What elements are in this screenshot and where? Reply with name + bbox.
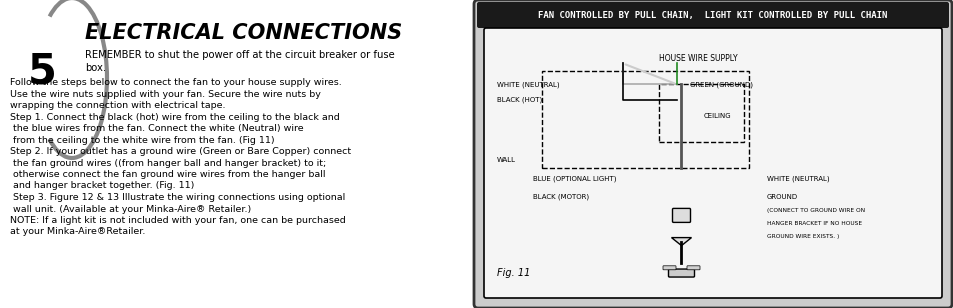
- Text: ELECTRICAL CONNECTIONS: ELECTRICAL CONNECTIONS: [85, 23, 402, 43]
- Text: BLACK (HOT): BLACK (HOT): [497, 97, 541, 103]
- Text: REMEMBER to shut the power off at the circuit breaker or fuse: REMEMBER to shut the power off at the ci…: [85, 50, 395, 60]
- Text: GREEN (GROUND): GREEN (GROUND): [690, 81, 753, 88]
- Text: Use the wire nuts supplied with your fan. Secure the wire nuts by: Use the wire nuts supplied with your fan…: [10, 90, 320, 99]
- Text: and hanger bracket together. (Fig. 11): and hanger bracket together. (Fig. 11): [10, 181, 194, 191]
- Bar: [659, 84, 743, 142]
- FancyBboxPatch shape: [483, 28, 941, 298]
- Text: Fig. 11: Fig. 11: [497, 268, 530, 278]
- FancyBboxPatch shape: [476, 2, 948, 28]
- Text: 5: 5: [28, 50, 57, 92]
- Text: GROUND: GROUND: [766, 194, 798, 200]
- Text: HOUSE WIRE SUPPLY: HOUSE WIRE SUPPLY: [659, 55, 737, 63]
- Text: NOTE: If a light kit is not included with your fan, one can be purchased: NOTE: If a light kit is not included wit…: [10, 216, 345, 225]
- Text: at your Minka-Aire®Retailer.: at your Minka-Aire®Retailer.: [10, 228, 145, 237]
- Text: BLACK (MOTOR): BLACK (MOTOR): [533, 194, 589, 200]
- Text: WHITE (NEUTRAL): WHITE (NEUTRAL): [766, 176, 829, 182]
- Text: (CONNECT TO GROUND WIRE ON: (CONNECT TO GROUND WIRE ON: [766, 208, 864, 213]
- Text: Follow the steps below to connect the fan to your house supply wires.: Follow the steps below to connect the fa…: [10, 78, 341, 87]
- Text: Step 3. Figure 12 & 13 Illustrate the wiring connections using optional: Step 3. Figure 12 & 13 Illustrate the wi…: [10, 193, 345, 202]
- FancyBboxPatch shape: [672, 209, 690, 222]
- Text: the blue wires from the fan. Connect the white (Neutral) wire: the blue wires from the fan. Connect the…: [10, 124, 303, 133]
- Text: the fan ground wires ((from hanger ball and hanger bracket) to it;: the fan ground wires ((from hanger ball …: [10, 159, 326, 168]
- Text: wrapping the connection with electrical tape.: wrapping the connection with electrical …: [10, 101, 225, 110]
- Text: Step 2. If your outlet has a ground wire (Green or Bare Copper) connect: Step 2. If your outlet has a ground wire…: [10, 147, 351, 156]
- Bar: [541, 71, 748, 168]
- Text: otherwise connect the fan ground wire wires from the hanger ball: otherwise connect the fan ground wire wi…: [10, 170, 325, 179]
- Text: BLUE (OPTIONAL LIGHT): BLUE (OPTIONAL LIGHT): [533, 176, 616, 182]
- Polygon shape: [671, 237, 691, 245]
- Text: HANGER BRACKET IF NO HOUSE: HANGER BRACKET IF NO HOUSE: [766, 221, 862, 226]
- Text: GROUND WIRE EXISTS. ): GROUND WIRE EXISTS. ): [766, 234, 839, 239]
- Text: Step 1. Connect the black (hot) wire from the ceiling to the black and: Step 1. Connect the black (hot) wire fro…: [10, 112, 339, 121]
- FancyBboxPatch shape: [668, 269, 694, 277]
- Text: box.: box.: [85, 63, 106, 73]
- Text: CEILING: CEILING: [703, 113, 731, 119]
- FancyBboxPatch shape: [474, 0, 951, 308]
- Text: from the ceiling to the white wire from the fan. (Fig 11): from the ceiling to the white wire from …: [10, 136, 274, 144]
- Text: WHITE (NEUTRAL): WHITE (NEUTRAL): [497, 81, 559, 88]
- Text: WALL: WALL: [497, 157, 516, 163]
- FancyBboxPatch shape: [686, 266, 700, 270]
- FancyBboxPatch shape: [662, 266, 676, 270]
- Text: FAN CONTROLLED BY PULL CHAIN,  LIGHT KIT CONTROLLED BY PULL CHAIN: FAN CONTROLLED BY PULL CHAIN, LIGHT KIT …: [537, 10, 886, 19]
- Text: wall unit. (Available at your Minka-Aire® Retailer.): wall unit. (Available at your Minka-Aire…: [10, 205, 251, 213]
